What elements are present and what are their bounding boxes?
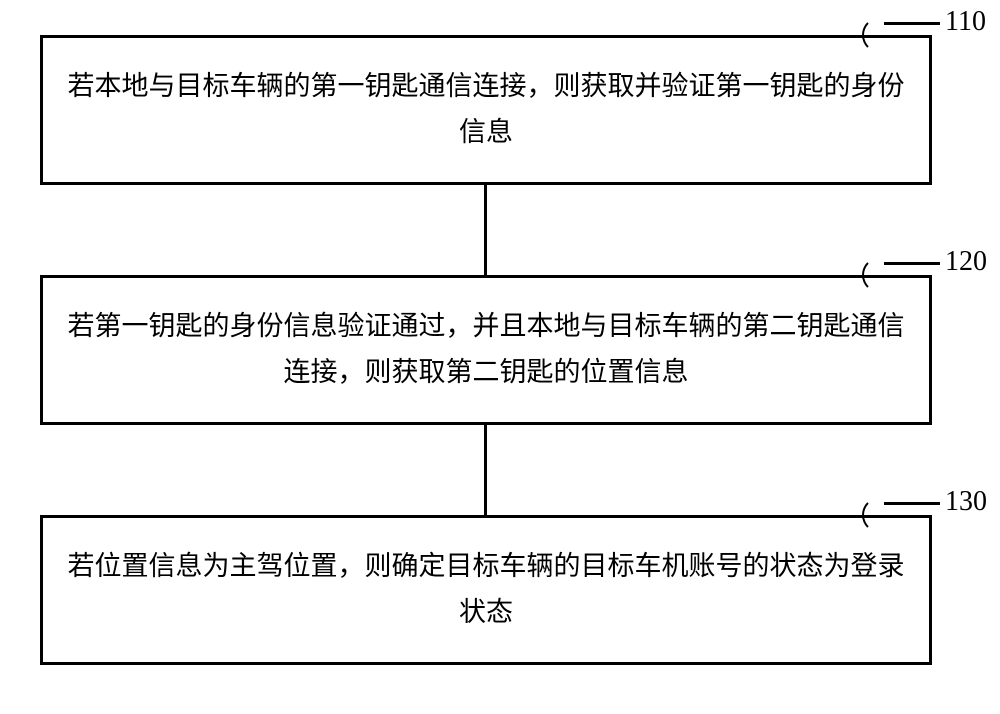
flow-label-120: 120 — [945, 246, 987, 278]
flow-node-120-text: 若第一钥匙的身份信息验证通过，并且本地与目标车辆的第二钥匙通信连接，则获取第二钥… — [67, 304, 905, 396]
flow-node-120: 若第一钥匙的身份信息验证通过，并且本地与目标车辆的第二钥匙通信连接，则获取第二钥… — [40, 275, 932, 425]
flow-node-130: 若位置信息为主驾位置，则确定目标车辆的目标车机账号的状态为登录状态 — [40, 515, 932, 665]
flow-edge-2 — [484, 425, 487, 515]
callout-line-110 — [884, 22, 940, 25]
flowchart-canvas: 若本地与目标车辆的第一钥匙通信连接，则获取并验证第一钥匙的身份信息 110 若第… — [0, 0, 1000, 714]
flow-label-130: 130 — [945, 486, 987, 518]
flow-node-110-text: 若本地与目标车辆的第一钥匙通信连接，则获取并验证第一钥匙的身份信息 — [67, 64, 905, 156]
flow-node-110: 若本地与目标车辆的第一钥匙通信连接，则获取并验证第一钥匙的身份信息 — [40, 35, 932, 185]
flow-label-110: 110 — [945, 6, 986, 38]
flow-edge-1 — [484, 185, 487, 275]
flow-node-130-text: 若位置信息为主驾位置，则确定目标车辆的目标车机账号的状态为登录状态 — [67, 544, 905, 636]
callout-line-120 — [884, 262, 940, 265]
callout-line-130 — [884, 502, 940, 505]
